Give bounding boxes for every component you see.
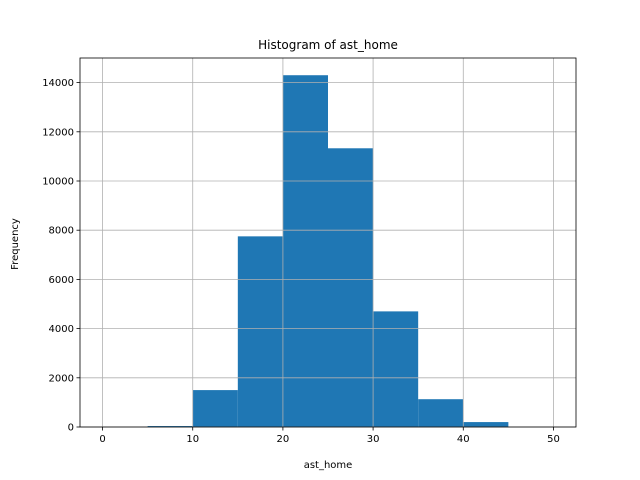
y-tick-label: 6000 xyxy=(49,275,74,286)
histogram-bar xyxy=(282,75,328,427)
y-tick-label: 2000 xyxy=(49,373,74,384)
x-tick-label: 40 xyxy=(457,434,470,445)
histogram-bar xyxy=(328,148,374,428)
y-tick-label: 4000 xyxy=(49,324,74,335)
histogram-bar xyxy=(373,311,419,427)
bars-layer xyxy=(147,75,509,428)
x-tick-label: 50 xyxy=(547,434,560,445)
y-tick-label: 10000 xyxy=(42,177,74,188)
x-tick-label: 20 xyxy=(277,434,290,445)
histogram-bar xyxy=(147,426,193,427)
histogram-bar xyxy=(237,236,283,427)
chart-title: Histogram of ast_home xyxy=(258,38,398,52)
y-tick-label: 14000 xyxy=(42,78,74,89)
plot-frame xyxy=(79,57,577,428)
axes-layer: 0 10 20 30 40 50 0 2000 4000 6000 8000 10000 12000 14… xyxy=(42,57,577,445)
x-axis-label: ast_home xyxy=(304,460,353,471)
x-tick-label: 10 xyxy=(186,434,199,445)
y-tick-label: 8000 xyxy=(49,226,74,237)
histogram-bar xyxy=(192,390,238,427)
x-tick-label: 30 xyxy=(367,434,380,445)
y-axis-label: Frequency xyxy=(10,218,21,270)
histogram-bar xyxy=(418,399,464,427)
histogram-bar xyxy=(463,422,509,427)
y-tick-label: 12000 xyxy=(42,127,74,138)
x-tick-label: 0 xyxy=(99,434,105,445)
y-tick-label: 0 xyxy=(68,423,74,434)
